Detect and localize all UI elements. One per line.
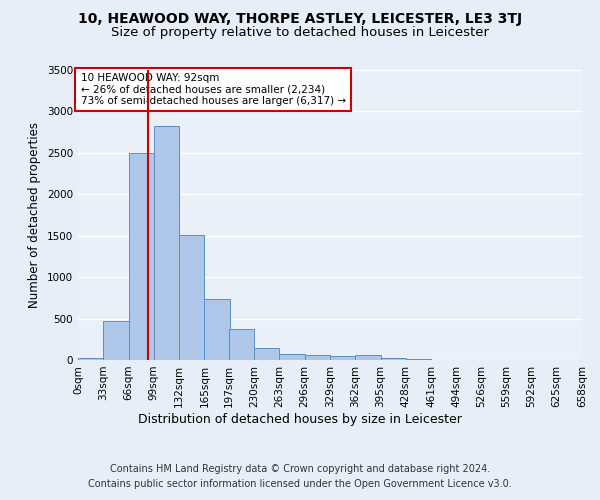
- Bar: [103, 320, 128, 360]
- Bar: [179, 235, 205, 360]
- Bar: [154, 126, 179, 360]
- Text: Size of property relative to detached houses in Leicester: Size of property relative to detached ho…: [111, 26, 489, 39]
- Bar: [254, 348, 280, 360]
- Bar: [406, 359, 431, 360]
- Bar: [128, 153, 154, 360]
- Bar: [78, 358, 103, 360]
- Text: 10 HEAWOOD WAY: 92sqm
← 26% of detached houses are smaller (2,234)
73% of semi-d: 10 HEAWOOD WAY: 92sqm ← 26% of detached …: [80, 73, 346, 106]
- Bar: [229, 328, 254, 360]
- Text: Distribution of detached houses by size in Leicester: Distribution of detached houses by size …: [138, 412, 462, 426]
- Bar: [280, 354, 305, 360]
- Bar: [355, 356, 380, 360]
- Text: 10, HEAWOOD WAY, THORPE ASTLEY, LEICESTER, LE3 3TJ: 10, HEAWOOD WAY, THORPE ASTLEY, LEICESTE…: [78, 12, 522, 26]
- Text: Contains public sector information licensed under the Open Government Licence v3: Contains public sector information licen…: [88, 479, 512, 489]
- Y-axis label: Number of detached properties: Number of detached properties: [28, 122, 41, 308]
- Text: Contains HM Land Registry data © Crown copyright and database right 2024.: Contains HM Land Registry data © Crown c…: [110, 464, 490, 474]
- Bar: [380, 358, 406, 360]
- Bar: [330, 356, 355, 360]
- Bar: [305, 356, 330, 360]
- Bar: [205, 299, 230, 360]
